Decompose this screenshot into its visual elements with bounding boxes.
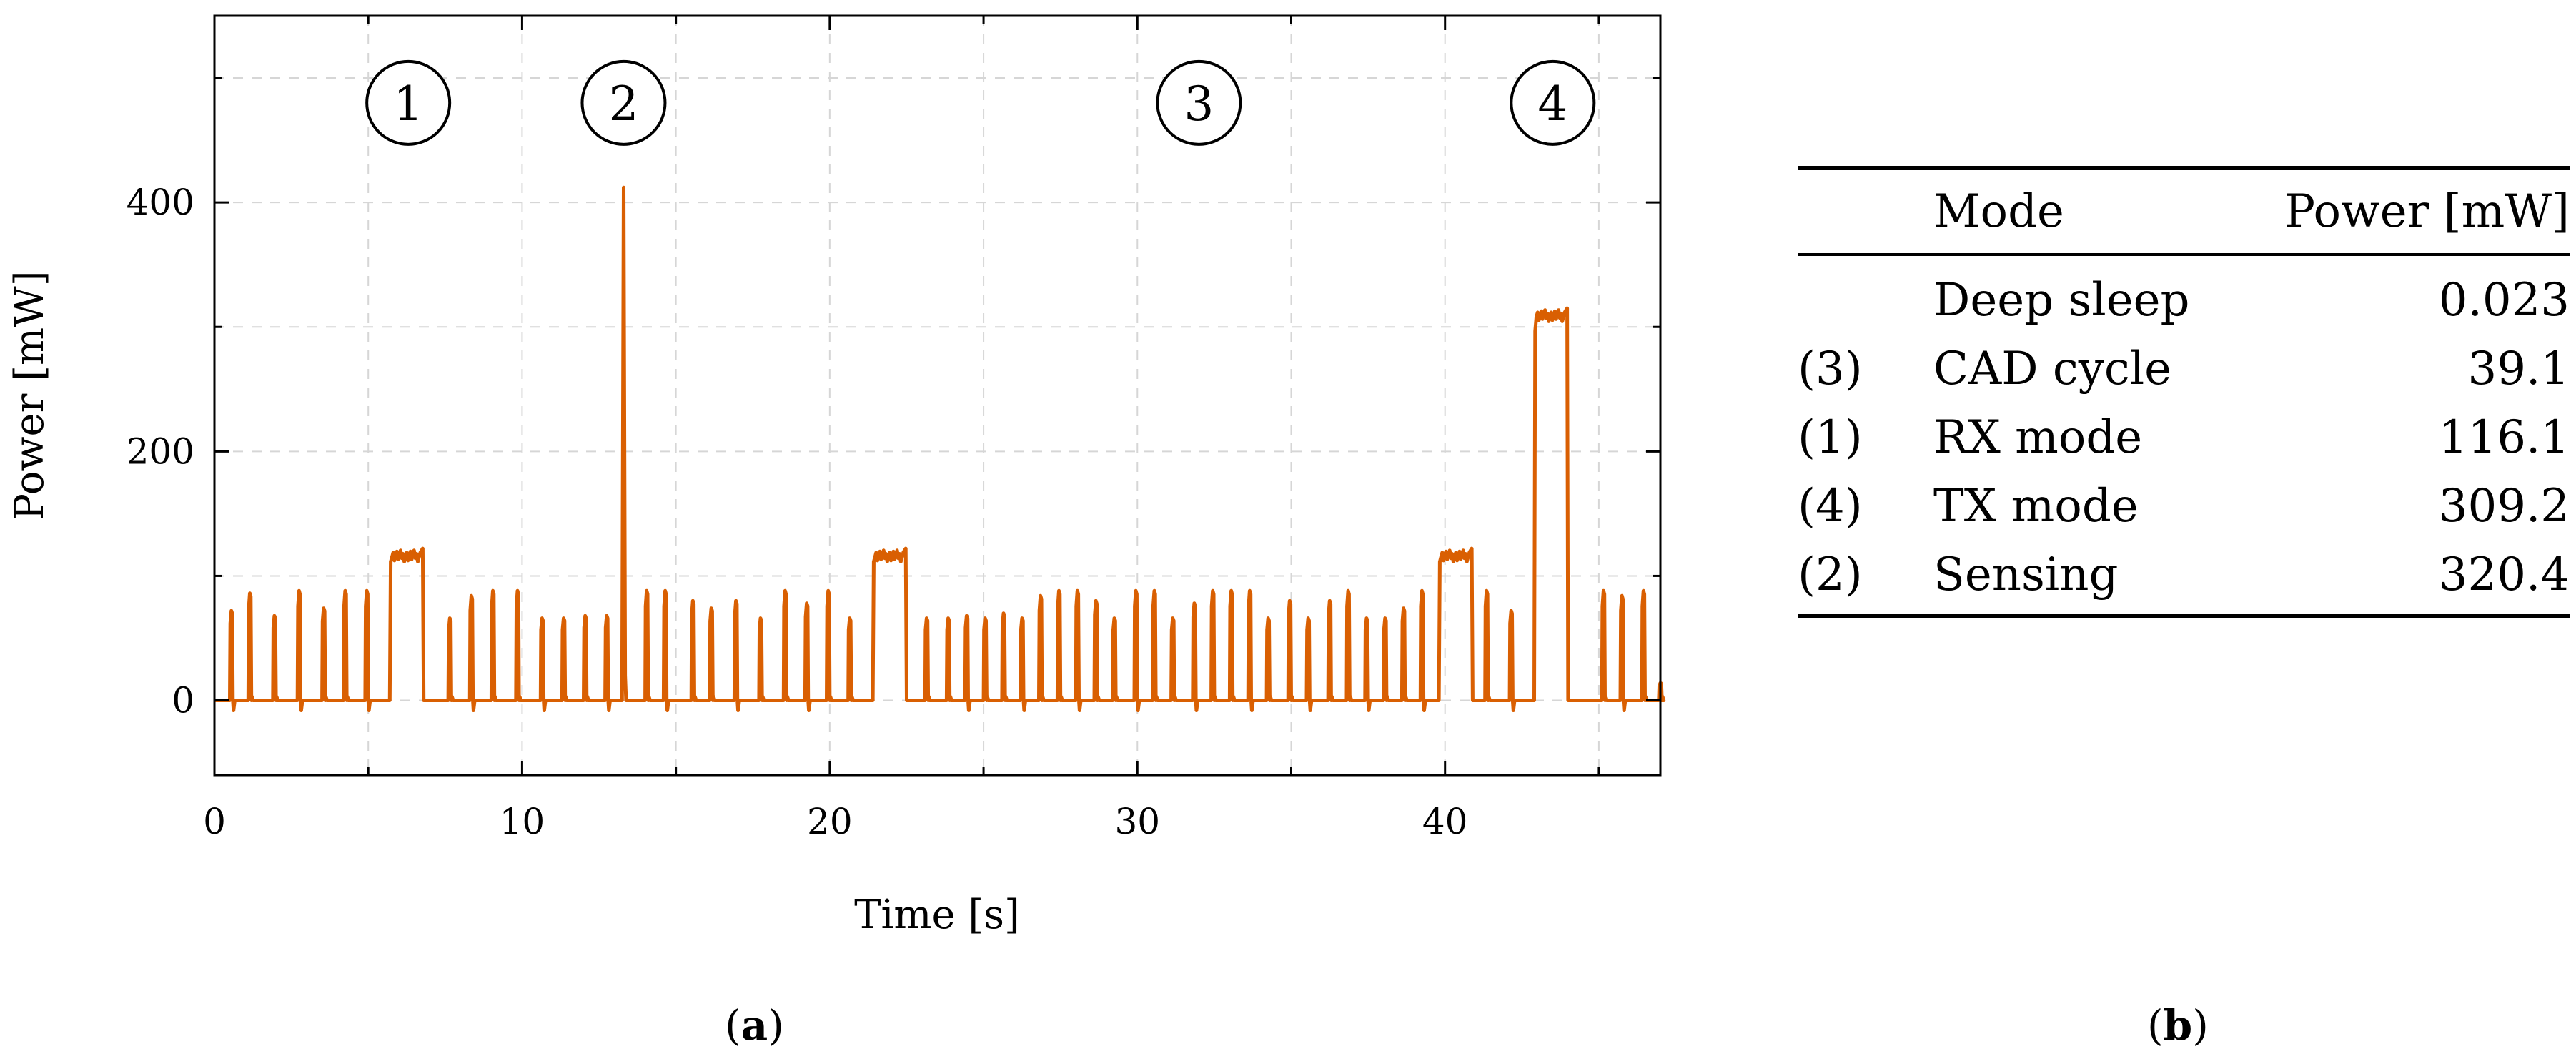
header-mode: Mode — [1933, 185, 2064, 238]
mode-marker-circle — [1510, 59, 1596, 146]
table-header-row: Mode Power [mW] — [1798, 168, 2570, 255]
mode-marker-label: 1 — [393, 77, 423, 132]
row-mode: TX mode — [1933, 480, 2139, 533]
x-tick-labels: 0 10 20 30 40 — [203, 801, 1467, 842]
table-row: (1) RX mode 116.1 — [1798, 403, 2570, 472]
row-power: 320.4 — [2438, 548, 2570, 601]
mode-marker-4: 4 — [1510, 59, 1596, 146]
header-power: Power [mW] — [2284, 185, 2570, 238]
axis-ticks — [214, 16, 1660, 775]
plot-frame — [213, 14, 1662, 777]
x-tick-label-2: 20 — [807, 801, 853, 842]
panel-label-b-letter: b — [2163, 1001, 2193, 1050]
mode-marker-label: 2 — [608, 77, 638, 132]
panel-label-a-letter: a — [740, 1001, 768, 1050]
y-tick-label-0: 0 — [172, 680, 194, 721]
panel-label-b: (b) — [2147, 1001, 2209, 1050]
header-id — [1798, 168, 1933, 255]
power-chart: 0 10 20 30 40 0 200 400 1 2 3 4 Time [s] Power [m… — [6, 14, 1666, 938]
power-table: Mode Power [mW] Deep sleep 0.023 (3) CAD… — [1798, 166, 2570, 618]
row-power: 309.2 — [2438, 480, 2570, 533]
row-id: (4) — [1798, 480, 1863, 533]
x-tick-label-1: 10 — [500, 801, 545, 842]
y-tick-label-1: 200 — [127, 430, 194, 472]
x-axis-title: Time [s] — [854, 892, 1020, 938]
mode-marker-3: 3 — [1156, 59, 1242, 146]
row-id: (3) — [1798, 343, 1863, 395]
mode-marker-2: 2 — [580, 59, 667, 146]
mode-markers: 1 2 3 4 — [365, 59, 1596, 146]
row-id — [1798, 255, 1933, 335]
table-row: Deep sleep 0.023 — [1798, 255, 2570, 335]
y-tick-label-2: 400 — [127, 182, 194, 223]
table-row: (4) TX mode 309.2 — [1798, 472, 2570, 541]
mode-marker-circle — [1156, 59, 1242, 146]
mode-marker-label: 3 — [1184, 77, 1214, 132]
row-mode: Deep sleep — [1933, 274, 2190, 327]
panel-label-a: (a) — [725, 1001, 784, 1050]
row-id: (1) — [1798, 411, 1863, 464]
mode-marker-circle — [580, 59, 667, 146]
row-id: (2) — [1798, 548, 1863, 601]
row-power: 0.023 — [2438, 274, 2570, 327]
y-axis-title: Power [mW] — [6, 270, 53, 520]
x-tick-label-3: 30 — [1114, 801, 1160, 842]
row-mode: RX mode — [1933, 411, 2143, 464]
power-trace-series — [214, 185, 1666, 712]
table-row: (3) CAD cycle 39.1 — [1798, 335, 2570, 403]
mode-marker-label: 4 — [1537, 77, 1567, 132]
x-tick-label-4: 40 — [1422, 801, 1468, 842]
row-mode: CAD cycle — [1933, 343, 2172, 395]
row-mode: Sensing — [1933, 548, 2119, 601]
y-tick-labels: 0 200 400 — [127, 182, 194, 721]
row-power: 39.1 — [2467, 343, 2570, 395]
mode-marker-circle — [365, 59, 452, 146]
mode-marker-1: 1 — [365, 59, 452, 146]
x-tick-label-0: 0 — [203, 801, 226, 842]
row-power: 116.1 — [2438, 411, 2570, 464]
table-row: (2) Sensing 320.4 — [1798, 541, 2570, 616]
